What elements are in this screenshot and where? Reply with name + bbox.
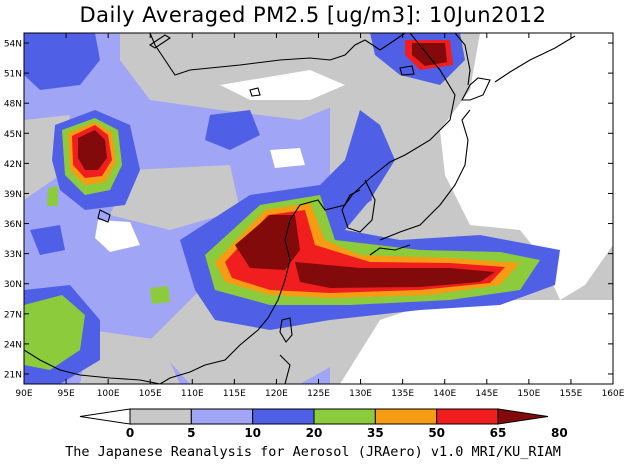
map-title: Daily Averaged PM2.5 [ug/m3]: 10Jun2012	[79, 3, 547, 27]
colorbar-segment	[190, 408, 254, 425]
field-white-island	[95, 220, 140, 252]
colorbar-tick-label: 35	[367, 426, 384, 440]
colorbar-segment	[436, 408, 499, 425]
field-green-dot-1	[150, 286, 170, 304]
colorbar-segment	[374, 408, 438, 425]
coast-taiwan	[279, 317, 293, 343]
colorbar-segment	[129, 408, 192, 425]
lat-label: 51N	[4, 70, 22, 80]
lat-label: 36N	[4, 220, 22, 230]
lon-label: 145E	[475, 389, 498, 399]
lake-3	[399, 65, 415, 76]
lat-label: 21N	[4, 370, 22, 380]
lat-label: 45N	[4, 130, 22, 140]
lon-label: 90E	[15, 389, 32, 399]
coastlines	[24, 33, 576, 384]
colorbar-segment	[497, 408, 549, 425]
darkred-level	[78, 43, 495, 288]
lat-label: 30N	[4, 280, 22, 290]
lon-label: 115E	[223, 389, 246, 399]
field-blue-mongolia	[205, 110, 260, 150]
colorbar-tick-label: 65	[490, 426, 507, 440]
colorbar: 0 5 10 20 35 50 65 80	[79, 408, 568, 440]
field-gray-mid	[110, 165, 240, 230]
field-darkred-north	[412, 43, 447, 66]
coast-japan-south	[369, 244, 411, 256]
longitude-labels: 90E 95E 100E 105E 110E 115E 120E 125E 130E 135E 14…	[15, 389, 624, 399]
coast-philippines	[279, 354, 291, 384]
colorbar-tick-label: 80	[551, 426, 568, 440]
coast-sakhalin	[454, 33, 471, 86]
coast-indochina	[24, 349, 161, 384]
lon-label: 95E	[58, 389, 75, 399]
coast-kuriles	[494, 35, 576, 83]
lon-label: 135E	[391, 389, 414, 399]
lon-label: 105E	[139, 389, 162, 399]
lat-label: 33N	[4, 250, 22, 260]
latitude-labels: 54N 51N 48N 45N 42N 39N 36N 33N 30N 27N 24N 21N	[4, 40, 22, 381]
field-darkred-china	[235, 215, 300, 270]
coast-hokkaido	[461, 77, 491, 101]
colorbar-tick-label: 20	[306, 426, 323, 440]
colorbar-tick-label: 10	[244, 426, 261, 440]
lon-label: 140E	[433, 389, 456, 399]
colorbar-tick-label: 5	[187, 426, 195, 440]
coast-china	[159, 33, 456, 384]
axis-ticks	[23, 33, 614, 384]
field-white-east	[380, 33, 613, 300]
lake-baikal	[148, 34, 172, 49]
lon-label: 150E	[517, 389, 540, 399]
field-blue-korea	[335, 160, 372, 215]
colorbar-segment	[313, 408, 376, 425]
field-green-dot-2	[47, 186, 58, 206]
field-white-patch	[270, 148, 305, 168]
lon-label: 100E	[97, 389, 120, 399]
lon-label: 130E	[349, 389, 372, 399]
field-blue-northwest	[24, 33, 100, 90]
pm25-field	[24, 33, 613, 384]
colorbar-segment	[252, 408, 315, 425]
field-darkred-west	[78, 130, 107, 170]
lon-label: 155E	[559, 389, 582, 399]
lat-label: 39N	[4, 190, 22, 200]
lake-1	[97, 209, 111, 223]
lon-label: 125E	[307, 389, 330, 399]
lon-label: 160E	[602, 389, 625, 399]
lake-2	[249, 87, 261, 97]
lon-label: 110E	[181, 389, 204, 399]
lat-label: 48N	[4, 100, 22, 110]
coast-asia-east	[149, 33, 406, 76]
lat-label: 24N	[4, 340, 22, 350]
lat-label: 42N	[4, 160, 22, 170]
field-darkred-sea	[295, 262, 495, 288]
lat-label: 27N	[4, 310, 22, 320]
field-green-southwest	[24, 295, 85, 370]
colorbar-tick-label: 50	[428, 426, 445, 440]
field-blue-tibet	[30, 225, 65, 255]
field-gray-southwest	[80, 330, 180, 384]
colorbar-tick-label: 0	[126, 426, 134, 440]
field-white-southeast	[340, 300, 613, 384]
coast-korea	[341, 179, 376, 233]
lat-label: 54N	[4, 40, 22, 50]
colorbar-segment	[79, 408, 131, 425]
credit-line: The Japanese Reanalysis for Aerosol (JRA…	[65, 444, 561, 460]
lon-label: 120E	[265, 389, 288, 399]
coast-japan-honshu	[379, 109, 471, 241]
